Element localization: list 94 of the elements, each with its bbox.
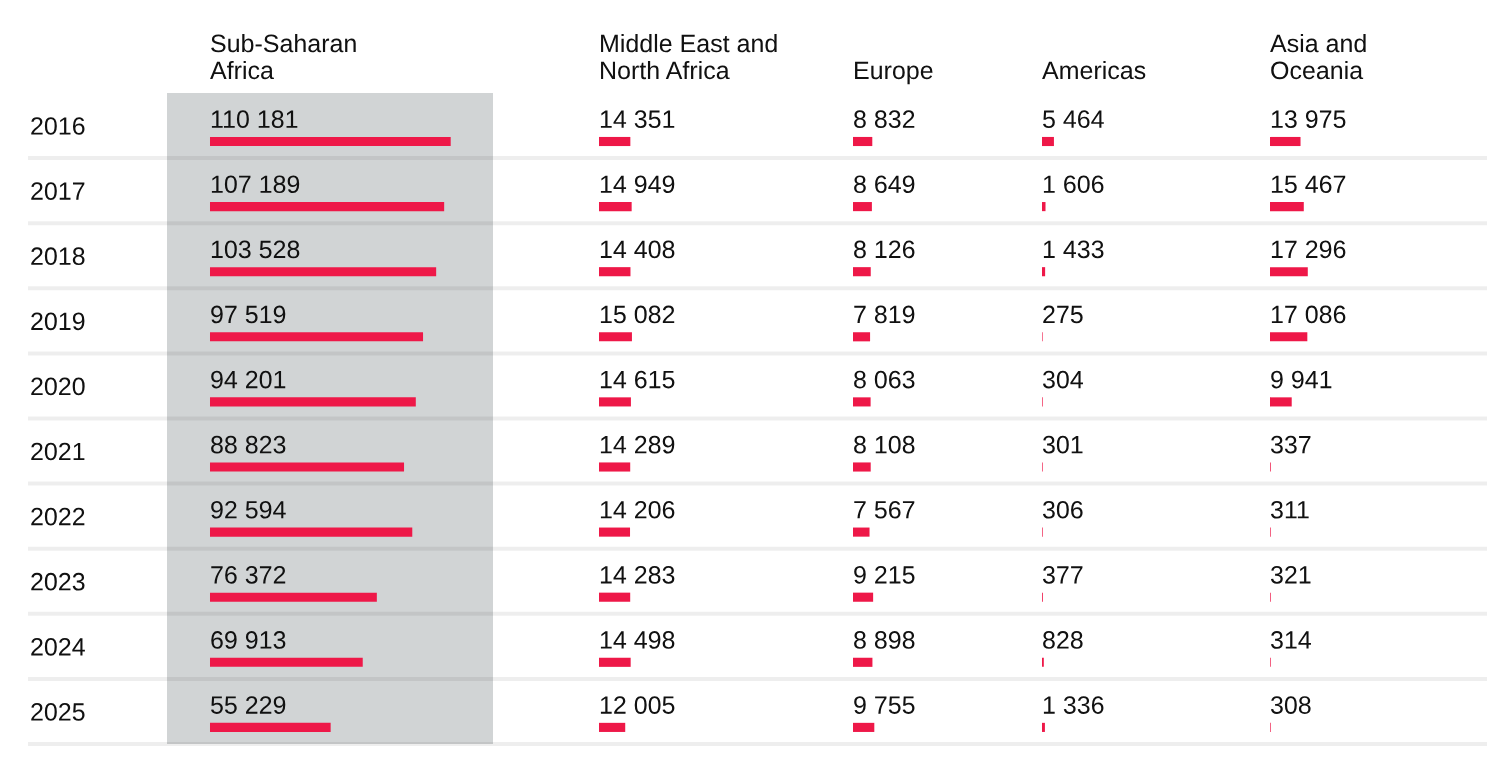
- data-label: 7 819: [854, 305, 915, 324]
- data-label: 103 528: [211, 240, 300, 259]
- bar: [599, 202, 632, 212]
- bar: [599, 722, 626, 732]
- data-label: 94 201: [211, 370, 286, 389]
- y-tick-label: 2021: [31, 442, 85, 461]
- chart-title: Sub-Saharan Africa: [210, 33, 356, 80]
- bar: [1042, 267, 1046, 277]
- data-label: 110 181: [211, 110, 298, 129]
- data-label: 337: [1270, 435, 1311, 454]
- data-label: 92 594: [211, 500, 286, 519]
- data-label: 13 975: [1271, 110, 1346, 129]
- data-label: 14 283: [600, 566, 675, 584]
- data-label: 17 086: [1271, 305, 1346, 324]
- data-label: 14 615: [600, 370, 675, 389]
- data-label: 14 206: [600, 500, 675, 519]
- data-label: 9 755: [854, 696, 915, 714]
- bar: [1270, 136, 1301, 147]
- bar: [599, 462, 631, 472]
- data-label: 14 498: [600, 631, 675, 649]
- y-tick-label: 2020: [31, 377, 85, 396]
- data-label: 308: [1270, 696, 1311, 714]
- bar: [1270, 267, 1308, 277]
- bar: [210, 722, 331, 732]
- bar: [1042, 136, 1054, 147]
- data-label: 15 082: [600, 305, 675, 324]
- data-label: 17 296: [1271, 240, 1346, 259]
- data-label: 301: [1042, 435, 1083, 454]
- data-label: 8 832: [854, 110, 915, 129]
- y-tick-label: 2019: [31, 312, 85, 331]
- bar: [210, 592, 377, 602]
- chart-title: Europe: [855, 61, 933, 85]
- y-tick-label: 2018: [31, 247, 85, 266]
- data-label: 311: [1270, 500, 1309, 519]
- bar: [599, 136, 631, 147]
- bar: [1270, 397, 1292, 407]
- chart-title: Asia and Oceania: [1270, 33, 1366, 80]
- data-label: 377: [1042, 566, 1083, 584]
- bar: [1270, 202, 1304, 212]
- data-label: 1 606: [1043, 175, 1104, 194]
- bar: [599, 527, 631, 537]
- bar: [1042, 202, 1046, 212]
- bar: [210, 267, 437, 277]
- bar: [210, 332, 424, 342]
- data-label: 15 467: [1271, 175, 1346, 194]
- data-label: 1 336: [1043, 696, 1104, 714]
- bar: [1270, 332, 1308, 342]
- data-label: 14 408: [600, 240, 675, 259]
- text: Middle East and North Africa: [601, 33, 777, 80]
- bar: [1042, 722, 1045, 732]
- data-label: 14 949: [600, 175, 675, 194]
- data-label: 88 823: [211, 435, 286, 454]
- data-label: 321: [1270, 566, 1311, 584]
- y-tick-label: 2023: [31, 572, 85, 591]
- bar: [210, 527, 413, 537]
- y-tick-label: 2022: [31, 507, 85, 526]
- bar: [210, 202, 445, 212]
- chart-title: Americas: [1042, 60, 1146, 80]
- data-label: 275: [1043, 305, 1083, 324]
- data-label: 9 215: [854, 566, 915, 584]
- data-label: 97 519: [211, 305, 286, 324]
- bar: [599, 657, 631, 667]
- data-label: 828: [1043, 631, 1083, 649]
- y-tick-label: 2024: [31, 637, 85, 656]
- bar: [210, 657, 363, 667]
- y-tick-label: 2017: [31, 182, 85, 200]
- bar: [599, 592, 631, 602]
- bar: [210, 136, 451, 147]
- data-label: 12 005: [600, 696, 675, 714]
- data-label: 9 941: [1271, 370, 1332, 389]
- bar: [599, 332, 632, 342]
- data-label: 8 898: [854, 631, 915, 649]
- data-label: 69 913: [211, 631, 286, 649]
- data-label: 314: [1270, 631, 1311, 649]
- data-label: 107 189: [211, 175, 300, 194]
- data-label: 76 372: [211, 566, 286, 584]
- data-label: 8 108: [854, 435, 915, 454]
- data-label: 8 063: [854, 370, 915, 389]
- data-label: 14 289: [600, 435, 675, 454]
- bar: [210, 397, 416, 407]
- y-tick-label: 2016: [31, 117, 85, 135]
- bar: [210, 462, 405, 472]
- data-label: 7 567: [854, 500, 915, 519]
- data-label: 306: [1042, 500, 1083, 519]
- y-tick-label: 2025: [31, 703, 85, 721]
- data-label: 304: [1042, 370, 1083, 389]
- data-label: 1 433: [1043, 240, 1104, 259]
- bar: [599, 267, 631, 277]
- bar: [599, 397, 631, 407]
- data-label: 14 351: [600, 110, 675, 129]
- data-label: 8 126: [854, 240, 915, 259]
- data-label: 55 229: [211, 696, 286, 714]
- data-label: 5 464: [1043, 110, 1104, 129]
- data-label: 8 649: [854, 175, 915, 194]
